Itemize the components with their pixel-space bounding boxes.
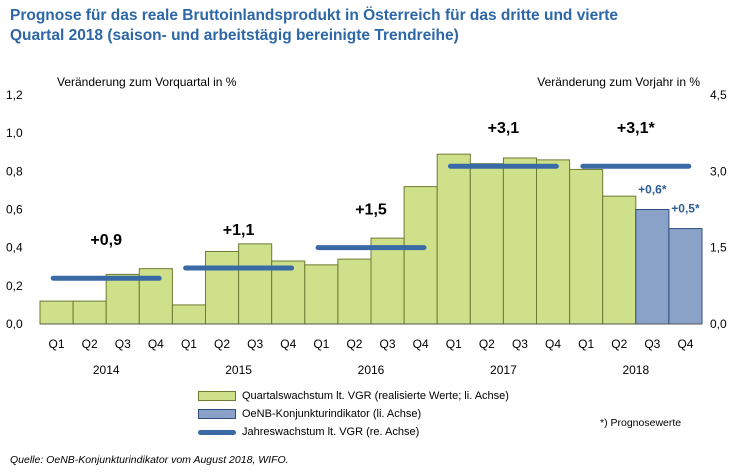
x-tick-label: Q3 [115, 337, 131, 351]
right-tick-label: 1,5 [710, 241, 727, 255]
annual-growth-label: +3,1* [617, 120, 656, 137]
left-axis-title: Veränderung zum Vorquartal in % [57, 75, 237, 89]
legend-label-oenb: OeNB-Konjunkturindikator (li. Achse) [242, 408, 422, 420]
forecast-bar-label: +0,6* [638, 183, 667, 197]
right-tick-label: 0,0 [710, 317, 727, 331]
bar-quarterly [205, 250, 240, 325]
bar-quarterly [337, 258, 372, 325]
bar-quarterly [304, 264, 339, 325]
bar-quarterly [105, 273, 140, 325]
bar-quarterly [370, 237, 405, 325]
bar-quarterly [469, 163, 504, 325]
plot-layer: Veränderung zum Vorquartal in % Veränderu… [6, 75, 727, 377]
x-tick-label: Q2 [479, 337, 495, 351]
bar-quarterly [39, 300, 74, 325]
bar-quarterly [238, 243, 273, 325]
left-tick-label: 0,8 [6, 164, 23, 178]
x-tick-label: Q3 [512, 337, 528, 351]
bar-quarterly [536, 159, 571, 325]
bar-quarterly [72, 300, 107, 325]
source-note: Quelle: OeNB-Konjunkturindikator vom Aug… [10, 454, 289, 466]
annual-growth-label: +1,1 [223, 222, 255, 239]
annual-growth-label: +0,9 [90, 232, 122, 249]
x-tick-label: Q4 [677, 337, 693, 351]
chart-title: Prognose für das reale Bruttoinlandsprod… [10, 6, 740, 46]
x-tick-label: Q4 [545, 337, 561, 351]
legend-label-annual: Jahreswachstum lt. VGR (re. Achse) [242, 426, 420, 438]
year-label: 2016 [358, 363, 385, 377]
chart-title-line-2: Quartal 2018 (saison- und arbeitstägig b… [10, 27, 459, 44]
bar-quarterly [436, 153, 471, 325]
year-label: 2015 [225, 363, 252, 377]
legend-item-quarterly: Quartalswachstum lt. VGR (realisierte We… [198, 387, 509, 405]
year-label: 2014 [93, 363, 120, 377]
bar-quarterly [403, 186, 438, 325]
x-tick-label: Q4 [280, 337, 296, 351]
bar-quarterly [502, 157, 537, 325]
left-tick-label: 1,0 [6, 126, 23, 140]
legend-swatch-quarterly [198, 391, 236, 401]
year-label: 2017 [490, 363, 517, 377]
x-tick-label: Q1 [181, 337, 197, 351]
x-tick-label: Q1 [578, 337, 594, 351]
x-tick-label: Q2 [82, 337, 98, 351]
legend: Quartalswachstum lt. VGR (realisierte We… [198, 387, 509, 441]
legend-item-annual: Jahreswachstum lt. VGR (re. Achse) [198, 423, 509, 441]
x-tick-label: Q4 [413, 337, 429, 351]
bar-quarterly [602, 195, 637, 325]
bar-quarterly [271, 260, 306, 325]
legend-item-oenb: OeNB-Konjunkturindikator (li. Achse) [198, 405, 509, 423]
bar-oenb [668, 228, 703, 325]
annual-growth-label: +1,5 [355, 202, 387, 219]
right-axis-title: Veränderung zum Vorjahr in % [537, 75, 700, 89]
left-tick-label: 0,2 [6, 279, 23, 293]
year-label: 2018 [622, 363, 649, 377]
chart-title-line-1: Prognose für das reale Bruttoinlandsprod… [10, 7, 619, 24]
x-tick-label: Q3 [247, 337, 263, 351]
annual-growth-label: +3,1 [488, 120, 520, 137]
x-tick-label: Q3 [380, 337, 396, 351]
forecast-note: *) Prognosewerte [600, 417, 682, 429]
left-tick-label: 0,4 [6, 241, 23, 255]
x-tick-label: Q3 [644, 337, 660, 351]
x-tick-label: Q1 [49, 337, 65, 351]
x-tick-label: Q2 [214, 337, 230, 351]
bar-quarterly [171, 304, 206, 325]
right-tick-label: 4,5 [710, 88, 727, 102]
legend-swatch-oenb [198, 409, 236, 419]
bar-oenb [635, 209, 670, 325]
bar-quarterly [569, 168, 604, 325]
left-tick-label: 0,0 [6, 317, 23, 331]
x-tick-label: Q2 [346, 337, 362, 351]
x-tick-label: Q4 [148, 337, 164, 351]
legend-swatch-annual [198, 429, 236, 435]
legend-label-quarterly: Quartalswachstum lt. VGR (realisierte We… [242, 390, 509, 402]
right-tick-label: 3,0 [710, 164, 727, 178]
left-tick-label: 1,2 [6, 88, 23, 102]
x-tick-label: Q2 [611, 337, 627, 351]
left-tick-label: 0,6 [6, 203, 23, 217]
x-tick-label: Q1 [446, 337, 462, 351]
forecast-bar-label: +0,5* [671, 202, 700, 216]
x-tick-label: Q1 [313, 337, 329, 351]
